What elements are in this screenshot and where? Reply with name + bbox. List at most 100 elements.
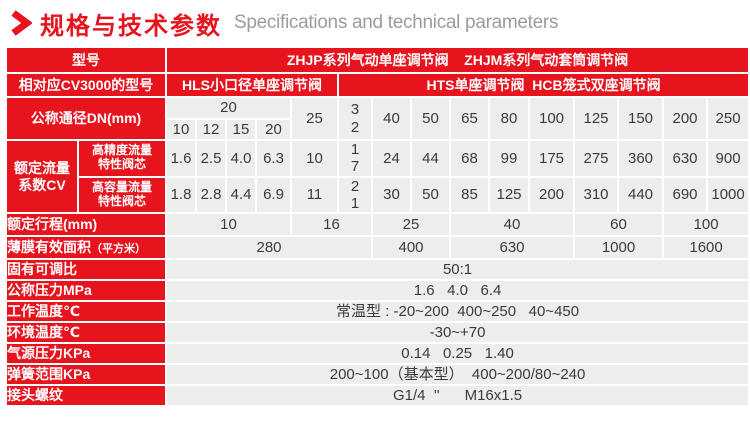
cv-hc-value: 85	[449, 175, 490, 214]
cv-hc-value: 200	[528, 175, 575, 214]
row-label-cv: 额定流量 系数CV	[5, 139, 79, 214]
dn-col-125: 125	[573, 96, 619, 141]
model-series-value: ZHJP系列气动单座调节阀 ZHJM系列气动套筒调节阀	[164, 46, 750, 74]
dn-sub-10: 10	[165, 118, 197, 141]
diaphragm-value: 400	[371, 235, 451, 260]
diaphragm-value: 280	[165, 235, 373, 260]
cv-hp-value: 1.6	[165, 139, 197, 178]
section-title: 规格与技术参数 Specifications and technical par…	[0, 0, 750, 46]
diaphragm-value: 630	[449, 235, 575, 260]
row-rangeability: 固有可调比 50:1	[5, 258, 750, 281]
dn-col-25: 25	[290, 96, 339, 141]
cv-hc-value: 4.4	[225, 175, 257, 214]
cv-hc-sublabel: 高容量流量 特性阀芯	[77, 175, 167, 214]
air-supply-value: 0.14 0.25 1.40	[164, 342, 750, 365]
row-label-ambient-temp: 环境温度℃	[5, 321, 167, 344]
cv-hp-sublabel: 高精度流量 特性阀芯	[77, 139, 167, 178]
spring-range-value: 200~100（基本型） 400~200/80~240	[164, 363, 750, 386]
dn-col-65: 65	[449, 96, 490, 141]
cv-hc-value: 1.8	[165, 175, 197, 214]
row-connector-thread: 接头螺纹 G1/4 '' M16x1.5	[5, 384, 750, 407]
cv-hp-value: 24	[371, 139, 412, 178]
ambient-temp-value: -30~+70	[164, 321, 750, 344]
cv-hp-value: 175	[528, 139, 575, 178]
section-title-zh: 规格与技术参数	[40, 12, 222, 40]
dn-col-40: 40	[371, 96, 412, 141]
dn-group-20: 20	[165, 96, 292, 120]
stroke-value: 10	[165, 212, 292, 237]
row-working-temp: 工作温度℃ 常温型 : -20~200 400~250 40~450	[5, 300, 750, 323]
row-stroke: 额定行程(mm) 10 16 25 40 60 100	[5, 212, 750, 237]
cv-hp-value: 900	[705, 139, 750, 178]
cv-hp-value: 68	[449, 139, 490, 178]
cv-hc-value: 1000	[705, 175, 750, 214]
row-label-diaphragm: 薄膜有效面积（平方米）	[5, 235, 167, 260]
dn-sub-20: 20	[255, 118, 292, 141]
row-label-cv3000: 相对应CV3000的型号	[5, 72, 167, 98]
dn-col-100: 100	[528, 96, 575, 141]
cv-hp-value: 10	[290, 139, 339, 178]
row-cv-high-capacity: 高容量流量 特性阀芯 1.8 2.8 4.4 6.9 11 2 1 30 50 …	[6, 175, 750, 214]
stroke-value: 100	[661, 212, 750, 237]
row-spring-range: 弹簧范围KPa 200~100（基本型） 400~200/80~240	[5, 363, 750, 386]
cv-hc-value: 440	[617, 175, 664, 214]
row-label-dn: 公称通径DN(mm)	[5, 96, 167, 141]
cv-hp-value: 99	[488, 139, 530, 178]
row-label-connector-thread: 接头螺纹	[5, 384, 167, 407]
cv-hc-value: 2 1	[337, 175, 373, 214]
dn-sub-15: 15	[225, 118, 257, 141]
diaphragm-label: 薄膜有效面积	[7, 239, 91, 256]
row-model: 型号 ZHJP系列气动单座调节阀 ZHJM系列气动套筒调节阀	[5, 46, 750, 74]
dn-col-200: 200	[662, 96, 708, 141]
dn-col-80: 80	[488, 96, 530, 141]
chevron-right-icon	[11, 10, 32, 36]
row-diaphragm-area: 薄膜有效面积（平方米） 280 400 630 1000 1600	[5, 235, 750, 260]
section-title-en: Specifications and technical parameters	[234, 12, 559, 33]
cv-hp-value: 44	[410, 139, 451, 178]
nominal-pressure-value: 1.6 4.0 6.4	[164, 279, 750, 302]
stroke-value: 25	[371, 212, 451, 237]
cv-hc-value: 125	[488, 175, 530, 214]
stroke-value: 60	[573, 212, 664, 237]
row-label-model: 型号	[5, 46, 167, 74]
dn-col-32: 3 2	[337, 96, 373, 141]
row-nominal-pressure: 公称压力MPa 1.6 4.0 6.4	[5, 279, 750, 302]
row-dn-top: 公称通径DN(mm) 20 25 3 2 40 50 65 80 100 125…	[5, 96, 750, 141]
cv-hc-value: 30	[371, 175, 412, 214]
cv-hc-value: 50	[410, 175, 451, 214]
diaphragm-label-unit: （平方米）	[91, 243, 146, 256]
row-label-working-temp: 工作温度℃	[5, 300, 167, 323]
cv-hc-value: 11	[290, 175, 339, 214]
row-label-stroke: 额定行程(mm)	[5, 212, 167, 237]
cv-hp-value: 1 7	[337, 139, 373, 178]
cv-hp-value: 6.3	[255, 139, 292, 178]
cv-hc-value: 310	[573, 175, 619, 214]
row-cv3000: 相对应CV3000的型号 HLS小口径单座调节阀 HTS单座调节阀 HCB笼式双…	[5, 72, 750, 98]
spec-table: 型号 ZHJP系列气动单座调节阀 ZHJM系列气动套筒调节阀 相对应CV3000…	[5, 46, 750, 407]
cv-hp-value: 4.0	[225, 139, 257, 178]
cv-hc-value: 2.8	[195, 175, 227, 214]
row-label-spring-range: 弹簧范围KPa	[5, 363, 167, 386]
row-label-rangeability: 固有可调比	[5, 258, 167, 281]
diaphragm-value: 1600	[661, 235, 750, 260]
cv-hc-value: 690	[662, 175, 708, 214]
cv-hp-value: 630	[662, 139, 708, 178]
cv3000-hls-value: HLS小口径单座调节阀	[165, 72, 339, 98]
dn-col-250: 250	[705, 96, 750, 141]
row-dn-sub: 10 12 15 20	[6, 118, 749, 141]
row-cv-high-precision: 额定流量 系数CV 高精度流量 特性阀芯 1.6 2.5 4.0 6.3 10 …	[5, 139, 750, 214]
stroke-value: 40	[449, 212, 575, 237]
working-temp-value: 常温型 : -20~200 400~250 40~450	[164, 300, 750, 323]
diaphragm-value: 1000	[573, 235, 664, 260]
row-air-supply: 气源压力KPa 0.14 0.25 1.40	[5, 342, 750, 365]
cv-hp-value: 275	[573, 139, 619, 178]
row-label-nominal-pressure: 公称压力MPa	[5, 279, 167, 302]
cv-hc-value: 6.9	[255, 175, 292, 214]
rangeability-value: 50:1	[164, 258, 750, 281]
dn-sub-12: 12	[195, 118, 227, 141]
dn-col-50: 50	[410, 96, 451, 141]
dn-col-150: 150	[617, 96, 664, 141]
cv3000-hts-value: HTS单座调节阀 HCB笼式双座调节阀	[336, 72, 750, 98]
connector-thread-value: G1/4 '' M16x1.5	[164, 384, 750, 407]
